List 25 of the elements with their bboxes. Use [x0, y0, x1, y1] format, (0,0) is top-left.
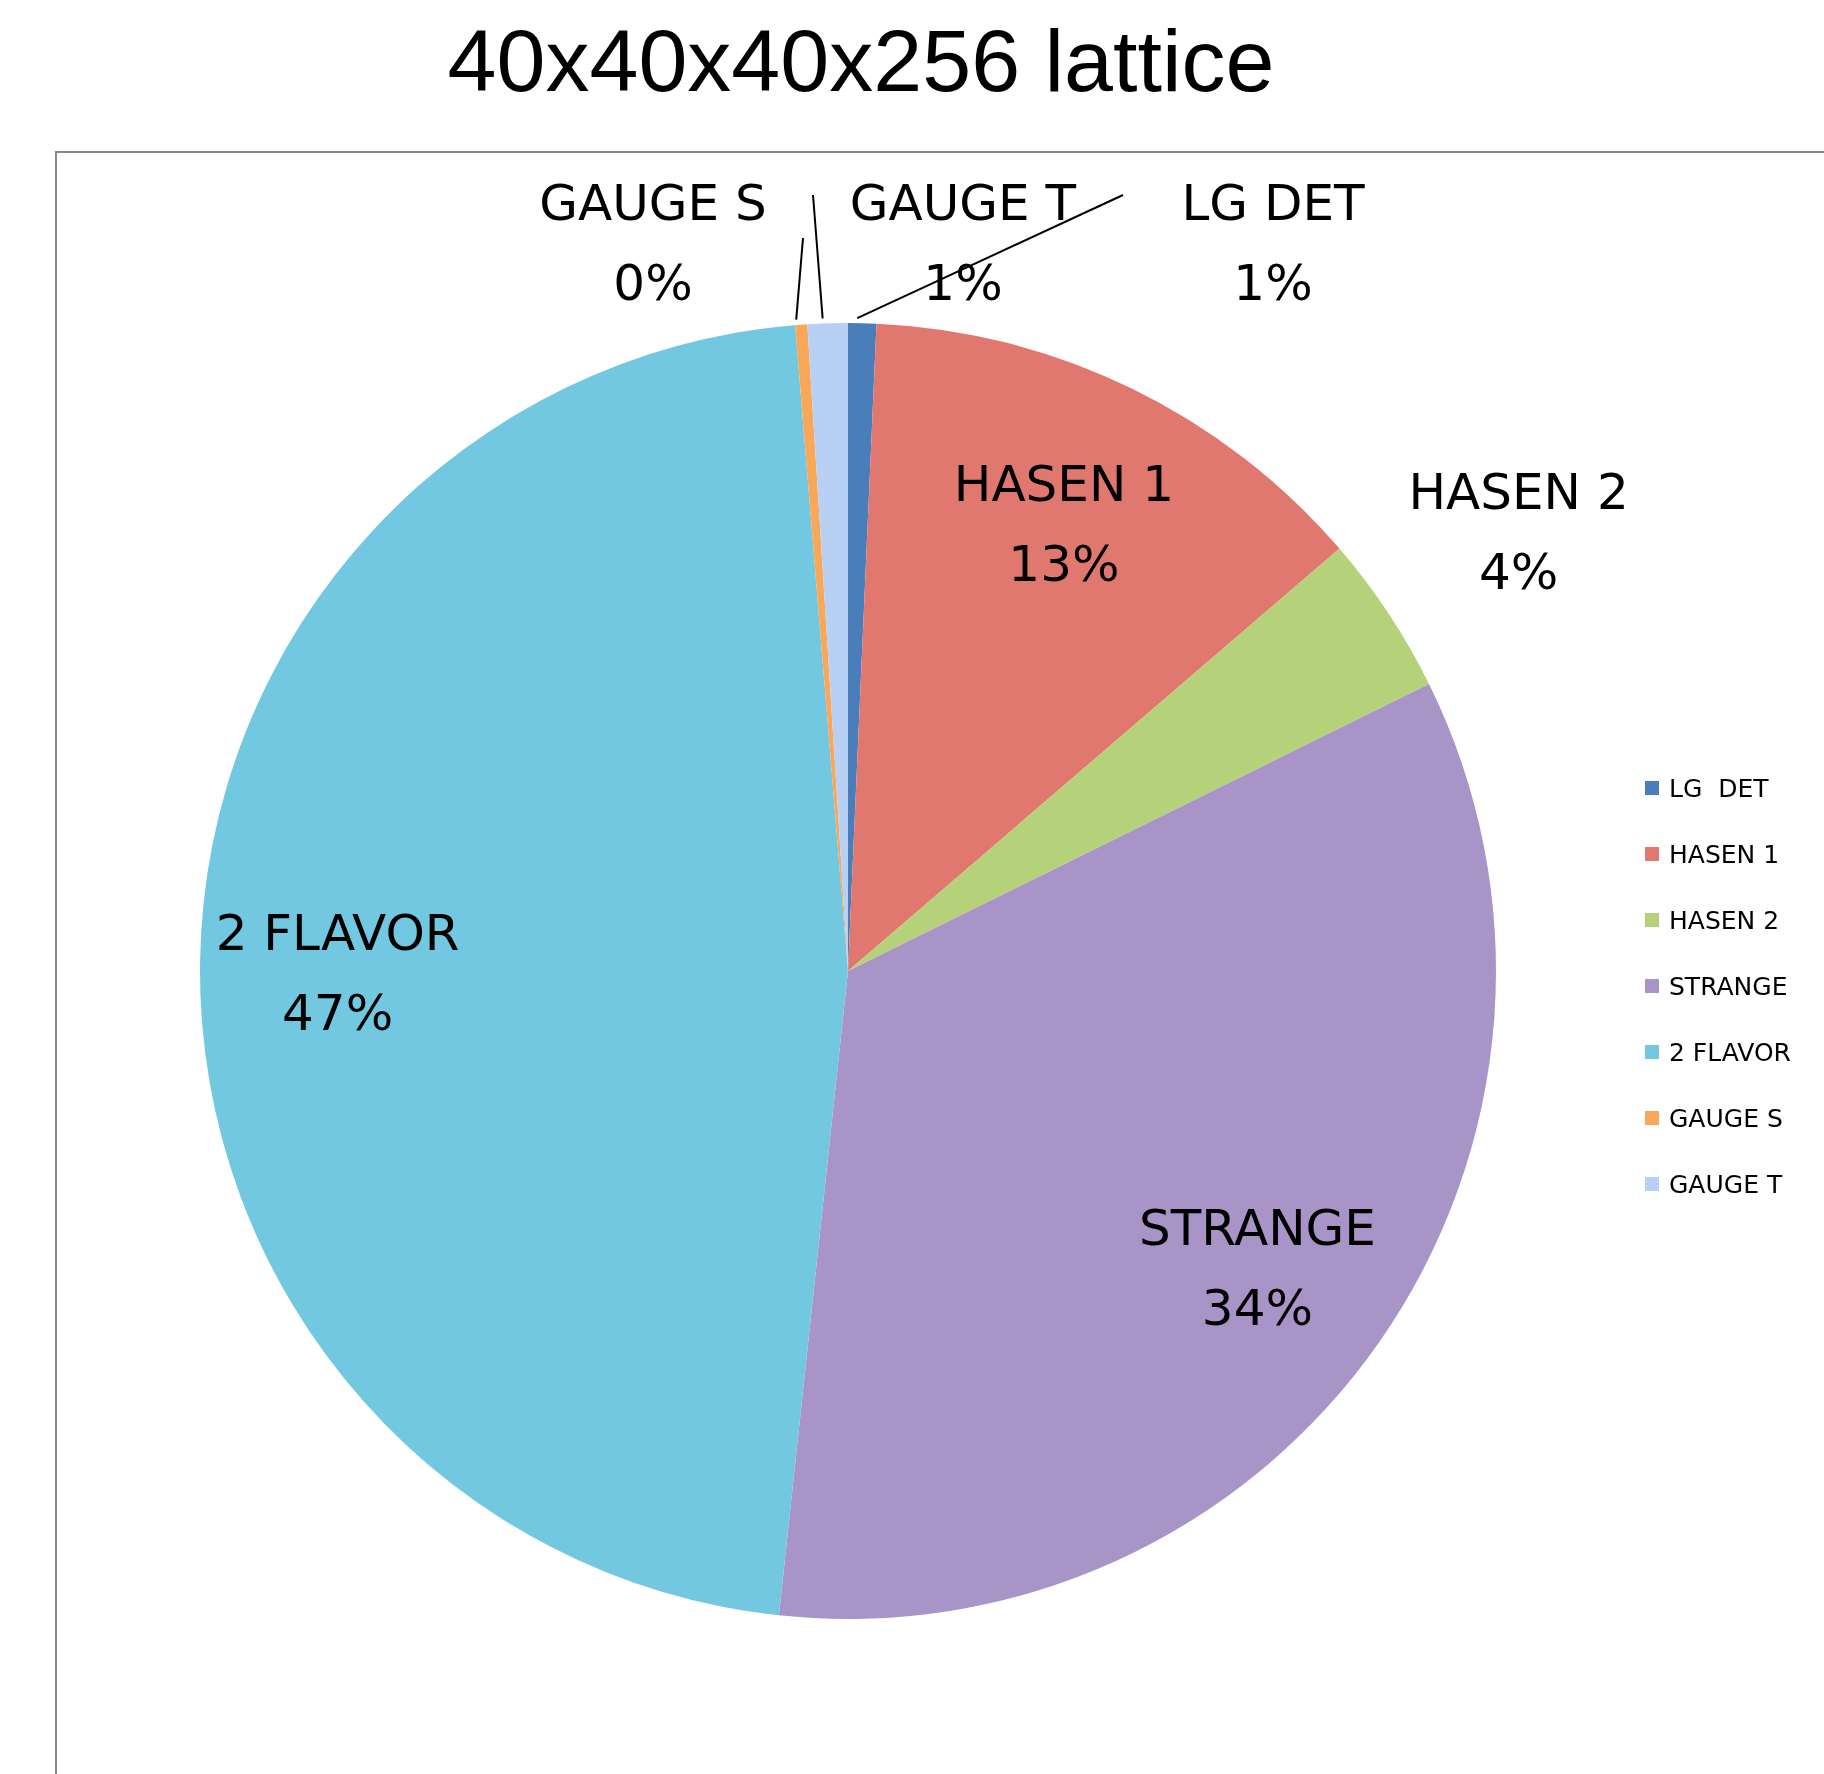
data-label: 34% [1201, 1279, 1314, 1338]
legend-label: STRANGE [1669, 971, 1788, 1001]
legend-label: 2 FLAVOR [1669, 1037, 1791, 1067]
legend-label: GAUGE S [1669, 1103, 1783, 1133]
chart-title: 40x40x40x256 lattice [446, 10, 1276, 112]
data-label: 4% [1478, 543, 1559, 602]
slice-label: HASEN 2 [1408, 463, 1629, 522]
slice-label: 2 FLAVOR [215, 903, 460, 962]
data-label: 0% [613, 254, 693, 312]
slice-label: HASEN 1 [953, 455, 1175, 514]
data-label: 1% [923, 254, 1003, 312]
slice-label: GAUGE T [849, 174, 1077, 232]
legend-label: HASEN 1 [1669, 839, 1780, 869]
data-label: 13% [1008, 535, 1120, 594]
legend-label: LG DET [1669, 773, 1769, 803]
legend-label: GAUGE T [1669, 1169, 1783, 1199]
legend-label: HASEN 2 [1669, 905, 1780, 935]
pie-slice [848, 323, 1340, 971]
data-label: 47% [282, 983, 394, 1042]
slice-label: LG DET [1181, 174, 1366, 232]
slice-label: GAUGE S [539, 174, 767, 232]
pie-slice [778, 684, 1496, 1619]
slice-label: STRANGE [1138, 1199, 1376, 1258]
data-label: 1% [1233, 254, 1313, 312]
pie-slice [200, 325, 848, 1616]
